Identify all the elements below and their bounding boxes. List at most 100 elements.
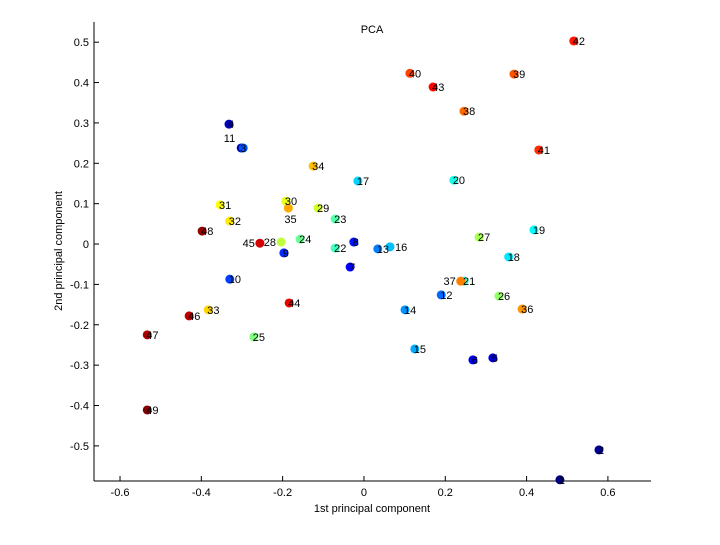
x-tick-label: 0 xyxy=(361,487,367,499)
scatter-point xyxy=(330,243,340,253)
scatter-point xyxy=(345,262,355,272)
x-axis-label: 1st principal component xyxy=(314,503,430,515)
point-label: 32 xyxy=(229,216,241,228)
y-tick-label: 0.2 xyxy=(74,158,89,170)
plot-area xyxy=(94,22,651,481)
scatter-point xyxy=(509,69,519,79)
point-label: 43 xyxy=(432,82,444,94)
scatter-point xyxy=(238,143,248,153)
scatter-point xyxy=(594,445,604,455)
scatter-point xyxy=(353,176,363,186)
scatter-point xyxy=(249,332,259,342)
scatter-point xyxy=(529,225,539,235)
x-tick-label: -0.2 xyxy=(273,487,292,499)
y-tick-label: -0.2 xyxy=(70,320,89,332)
point-label: 18 xyxy=(508,252,520,264)
point-label: 38 xyxy=(463,106,475,118)
scatter-point xyxy=(555,475,565,485)
point-label: 3 xyxy=(240,143,246,155)
point-label: 2 xyxy=(598,445,604,457)
point-label: 19 xyxy=(533,225,545,237)
scatter-point xyxy=(279,248,289,258)
point-label: 42 xyxy=(573,36,585,48)
scatter-point xyxy=(255,238,265,248)
scatter-point xyxy=(295,234,305,244)
point-label: 40 xyxy=(409,68,421,80)
scatter-point xyxy=(385,242,395,252)
scatter-point xyxy=(330,214,340,224)
point-label: 48 xyxy=(201,226,213,238)
point-label: 41 xyxy=(538,145,550,157)
scatter-point xyxy=(276,237,286,247)
scatter-point xyxy=(215,200,225,210)
point-label: 7 xyxy=(349,262,355,274)
point-label: 49 xyxy=(146,405,158,417)
scatter-point xyxy=(283,203,293,213)
scatter-point xyxy=(569,36,579,46)
point-label: 20 xyxy=(453,175,465,187)
scatter-point xyxy=(203,305,213,315)
y-tick-label: 0.3 xyxy=(74,118,89,130)
point-label: 35 xyxy=(284,214,296,226)
point-label: 17 xyxy=(357,176,369,188)
scatter-point xyxy=(142,330,152,340)
point-label: 25 xyxy=(253,332,265,344)
point-label: 33 xyxy=(207,305,219,317)
point-label: 8 xyxy=(353,237,359,249)
point-label: 23 xyxy=(334,214,346,226)
point-label: 34 xyxy=(312,161,324,173)
scatter-point xyxy=(468,355,478,365)
scatter-point xyxy=(313,203,323,213)
y-tick-label: 0.5 xyxy=(74,37,89,49)
scatter-point xyxy=(197,226,207,236)
scatter-point xyxy=(459,106,469,116)
point-label: 11 xyxy=(224,133,235,145)
x-tick-label: 0.4 xyxy=(519,487,534,499)
point-label: 5 xyxy=(492,353,498,365)
point-label: 16 xyxy=(395,242,407,254)
y-tick-label: 0.1 xyxy=(74,199,89,211)
point-label: 46 xyxy=(188,311,200,323)
point-label: 28 xyxy=(264,237,276,249)
scatter-point xyxy=(225,216,235,226)
y-tick-label: -0.1 xyxy=(70,279,89,291)
scatter-point xyxy=(224,119,234,129)
scatter-point xyxy=(400,305,410,315)
point-label: 13 xyxy=(377,244,389,256)
scatter-point xyxy=(142,405,152,415)
point-label: 37 xyxy=(443,276,455,288)
scatter-point xyxy=(436,290,446,300)
scatter-point xyxy=(284,298,294,308)
y-tick-label: 0.4 xyxy=(74,78,89,90)
point-label: 10 xyxy=(229,274,241,286)
scatter-point xyxy=(517,304,527,314)
point-label: 1 xyxy=(559,475,565,487)
point-label: 36 xyxy=(521,304,533,316)
point-label: 6 xyxy=(472,355,478,367)
data-points xyxy=(142,36,604,485)
chart-title: PCA xyxy=(361,24,384,36)
y-axis-label: 2nd principal component xyxy=(53,191,65,311)
x-tick-label: -0.6 xyxy=(111,487,130,499)
axes: -0.6 -0.4 -0.2 0 0.2 0.4 0.6 -0.5 -0.4 -0.3 -0.2 -0… xyxy=(70,22,651,499)
y-tick-label: 0 xyxy=(83,239,89,251)
scatter-point xyxy=(474,232,484,242)
point-label: 12 xyxy=(440,290,452,302)
scatter-point xyxy=(225,274,235,284)
point-label: 30 xyxy=(285,196,297,208)
scatter-point xyxy=(349,237,359,247)
point-label: 9 xyxy=(283,248,289,260)
point-label: 44 xyxy=(288,298,300,310)
point-label: 27 xyxy=(478,232,490,244)
point-label: 31 xyxy=(219,200,231,212)
x-tick-label: -0.4 xyxy=(192,487,211,499)
scatter-point xyxy=(373,244,383,254)
y-tick-label: -0.5 xyxy=(70,441,89,453)
scatter-point xyxy=(534,145,544,155)
x-tick-label: 0.2 xyxy=(438,487,453,499)
scatter-point xyxy=(428,82,438,92)
point-label: 45 xyxy=(243,238,255,250)
y-tick-label: -0.4 xyxy=(70,401,89,413)
point-label: 14 xyxy=(404,305,416,317)
y-tick-label: -0.3 xyxy=(70,360,89,372)
